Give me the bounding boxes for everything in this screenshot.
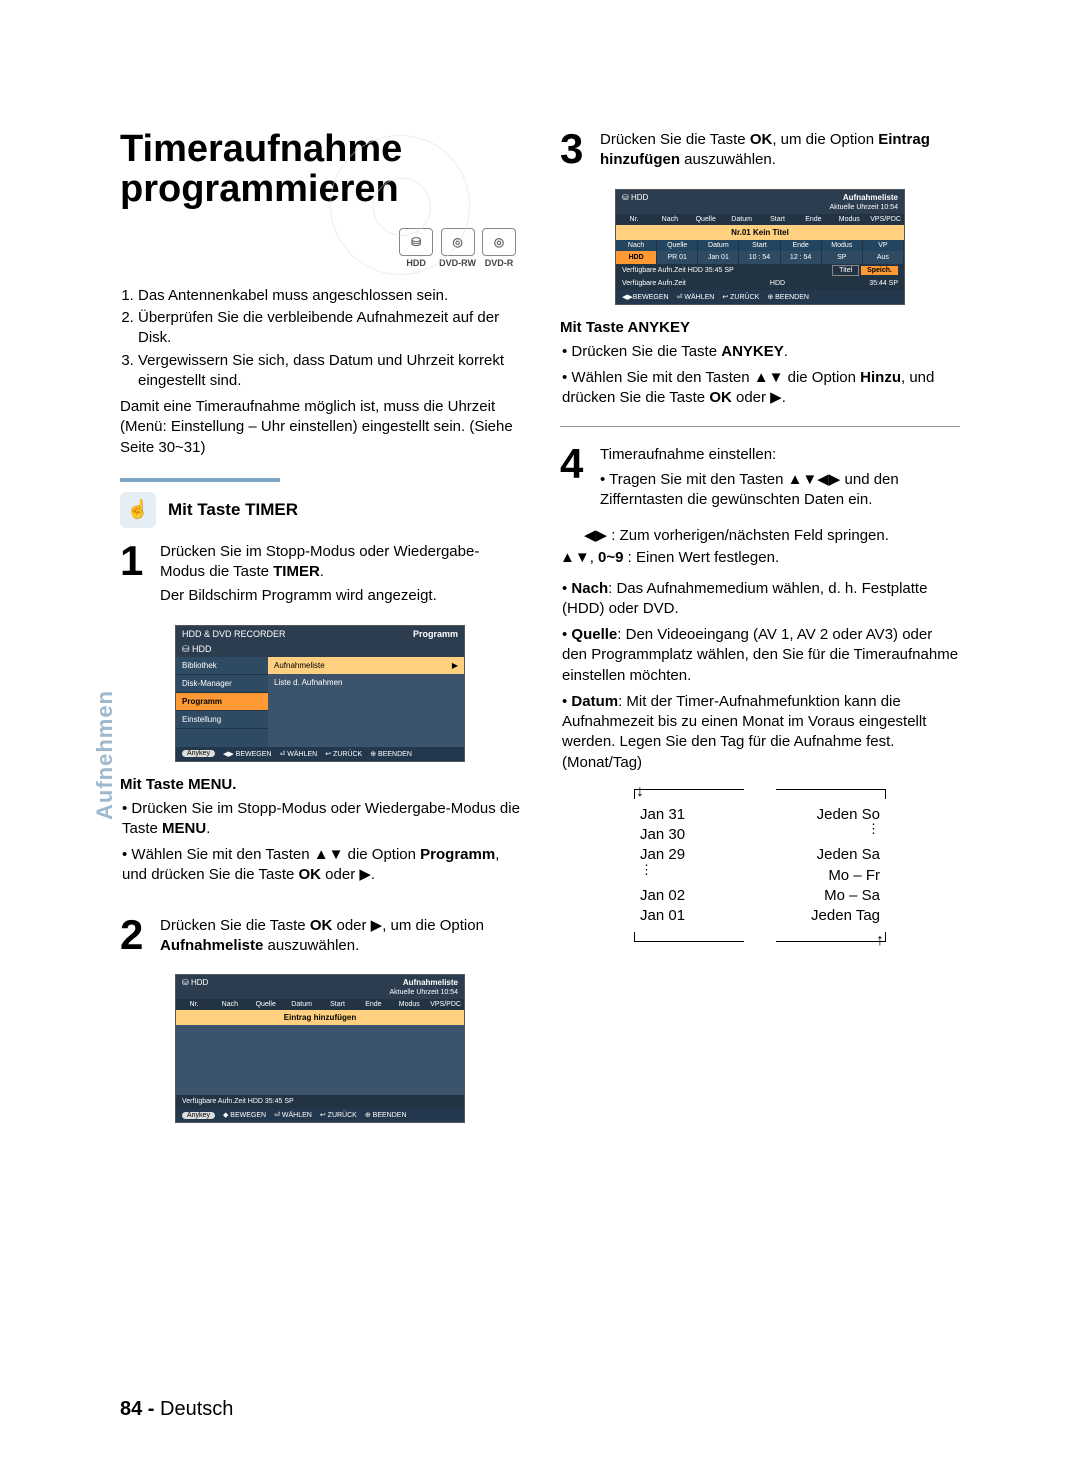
step-number: 2 — [120, 916, 150, 961]
step-4-line-2: • Tragen Sie mit den Tasten ▲▼◀▶ und den… — [600, 470, 960, 511]
option-nach: Nach: Das Aufnahmemedium wählen, d. h. F… — [562, 579, 960, 620]
remote-icon: ☝ — [120, 492, 156, 528]
option-datum: Datum: Mit der Timer-Aufnahmefunktion ka… — [562, 692, 960, 773]
aufnahmeliste-empty-screenshot: ⛁ HDD AufnahmelisteAktuelle Uhrzeit 10:5… — [175, 974, 465, 1123]
anykey-bullet-2: Wählen Sie mit den Tasten ▲▼ die Option … — [562, 368, 960, 409]
anykey-bullet-1: Drücken Sie die Taste ANYKEY. — [562, 342, 960, 362]
intro-item: Überprüfen Sie die verbleibende Aufnahme… — [138, 308, 520, 349]
step-2-text: Drücken Sie die Taste OK oder ▶, um die … — [160, 916, 520, 957]
menu-bullets: Drücken Sie im Stopp-Modus oder Wiederga… — [120, 799, 520, 886]
section-tab-label: Aufnehmen — [92, 690, 118, 820]
menu-bullet-2: Wählen Sie mit den Tasten ▲▼ die Option … — [122, 845, 520, 886]
section-title-timer: Mit Taste TIMER — [168, 500, 298, 520]
step-1: 1 Drücken Sie im Stopp-Modus oder Wieder… — [120, 542, 520, 611]
anykey-bullets: Drücken Sie die Taste ANYKEY. Wählen Sie… — [560, 342, 960, 409]
page-footer: 84 - Deutsch — [120, 1398, 233, 1421]
step-number: 4 — [560, 445, 590, 514]
intro-list: Das Antennenkabel muss angeschlossen sei… — [120, 286, 520, 391]
date-cycle-diagram: ↓ ↑ Jan 31Jeden So Jan 30⋮ Jan 29Jeden S… — [630, 787, 890, 945]
intro-item: Vergewissern Sie sich, dass Datum und Uh… — [138, 351, 520, 392]
step-3-text: Drücken Sie die Taste OK, um die Option … — [600, 130, 960, 171]
column-divider — [560, 426, 960, 427]
intro-note: Damit eine Timeraufnahme möglich ist, mu… — [120, 397, 520, 458]
dvdr-badge: ◎DVD-R — [482, 228, 516, 268]
step-1-text-2: Der Bildschirm Programm wird angezeigt. — [160, 586, 520, 606]
nav-hint-2: ▲▼, 0~9 : Einen Wert festlegen. — [560, 548, 960, 568]
step-1-text: Drücken Sie im Stopp-Modus oder Wiederga… — [160, 542, 520, 583]
subhead-anykey: Mit Taste ANYKEY — [560, 319, 960, 336]
step-number: 1 — [120, 542, 150, 611]
step-3: 3 Drücken Sie die Taste OK, um die Optio… — [560, 130, 960, 175]
menu-bullet-1: Drücken Sie im Stopp-Modus oder Wiederga… — [122, 799, 520, 840]
section-rule — [120, 478, 280, 482]
step-4-line-1: Timeraufnahme einstellen: — [600, 445, 960, 465]
programm-menu-screenshot: HDD & DVD RECORDERProgramm ⛁ HDD Bibliot… — [175, 625, 465, 762]
step-2: 2 Drücken Sie die Taste OK oder ▶, um di… — [120, 916, 520, 961]
disc-decoration — [330, 135, 470, 275]
option-bullets: Nach: Das Aufnahmemedium wählen, d. h. F… — [560, 579, 960, 773]
option-quelle: Quelle: Den Videoeingang (AV 1, AV 2 ode… — [562, 625, 960, 686]
aufnahmeliste-edit-screenshot: ⛁ HDD AufnahmelisteAktuelle Uhrzeit 10:5… — [615, 189, 905, 305]
step-number: 3 — [560, 130, 590, 175]
subhead-menu: Mit Taste MENU. — [120, 776, 520, 793]
intro-item: Das Antennenkabel muss angeschlossen sei… — [138, 286, 520, 306]
nav-hint-1: ◀▶ : Zum vorherigen/nächsten Feld spring… — [584, 526, 960, 546]
step-4: 4 Timeraufnahme einstellen: • Tragen Sie… — [560, 445, 960, 514]
